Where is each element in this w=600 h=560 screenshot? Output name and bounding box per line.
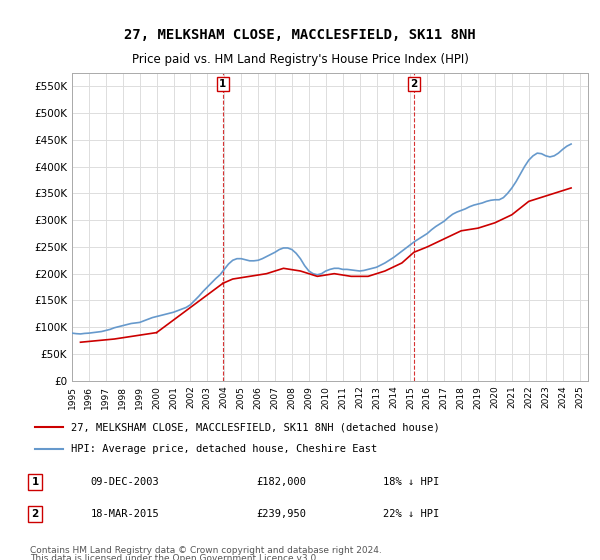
Text: 1: 1 — [31, 477, 38, 487]
Text: Price paid vs. HM Land Registry's House Price Index (HPI): Price paid vs. HM Land Registry's House … — [131, 53, 469, 66]
Text: 27, MELKSHAM CLOSE, MACCLESFIELD, SK11 8NH: 27, MELKSHAM CLOSE, MACCLESFIELD, SK11 8… — [124, 28, 476, 42]
Text: This data is licensed under the Open Government Licence v3.0.: This data is licensed under the Open Gov… — [30, 554, 319, 560]
Text: £182,000: £182,000 — [256, 477, 306, 487]
Text: £239,950: £239,950 — [256, 509, 306, 519]
Text: Contains HM Land Registry data © Crown copyright and database right 2024.: Contains HM Land Registry data © Crown c… — [30, 546, 382, 555]
Text: 09-DEC-2003: 09-DEC-2003 — [90, 477, 159, 487]
Text: 18% ↓ HPI: 18% ↓ HPI — [383, 477, 439, 487]
Text: 2: 2 — [410, 79, 418, 89]
Text: 2: 2 — [31, 509, 38, 519]
Text: 27, MELKSHAM CLOSE, MACCLESFIELD, SK11 8NH (detached house): 27, MELKSHAM CLOSE, MACCLESFIELD, SK11 8… — [71, 422, 440, 432]
Text: 18-MAR-2015: 18-MAR-2015 — [90, 509, 159, 519]
Text: HPI: Average price, detached house, Cheshire East: HPI: Average price, detached house, Ches… — [71, 444, 377, 454]
Text: 1: 1 — [219, 79, 227, 89]
Text: 22% ↓ HPI: 22% ↓ HPI — [383, 509, 439, 519]
